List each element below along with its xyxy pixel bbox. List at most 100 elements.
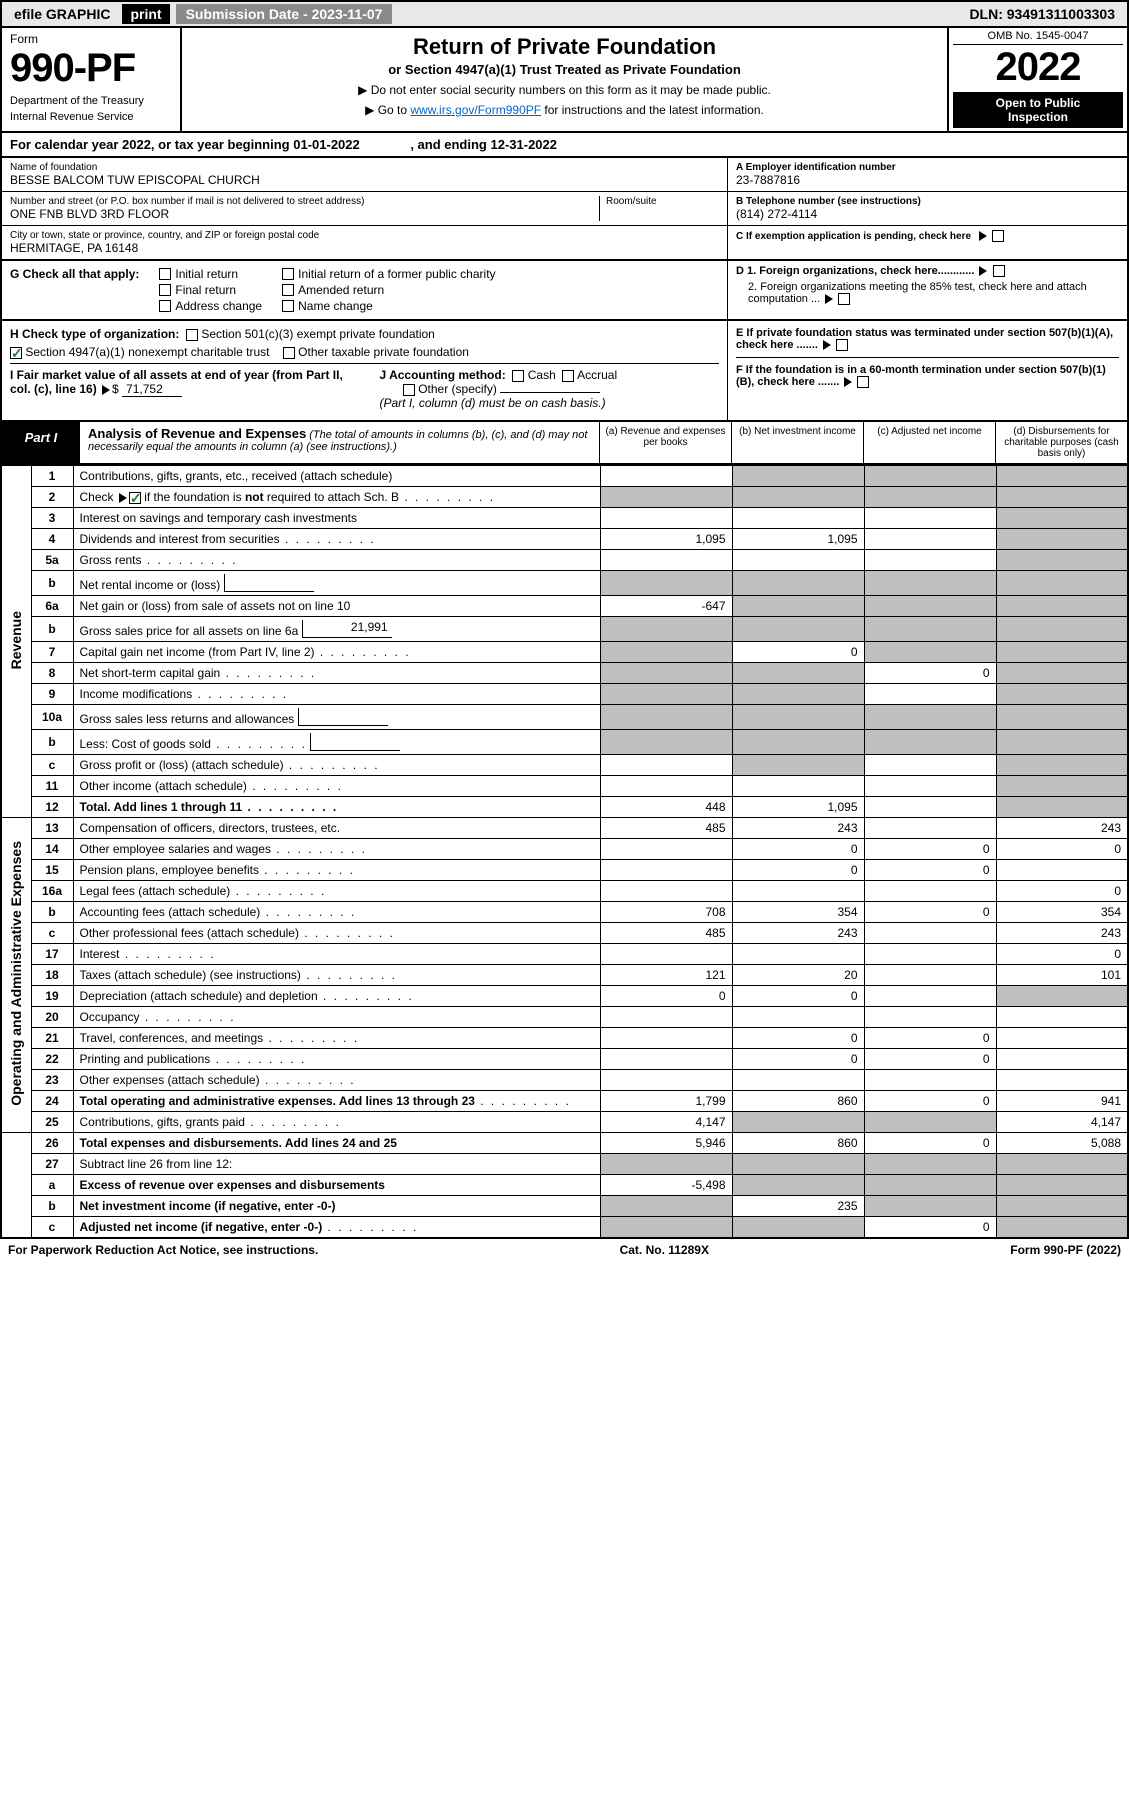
i-block: I Fair market value of all assets at end… xyxy=(10,368,350,397)
d2-label: 2. Foreign organizations meeting the 85%… xyxy=(748,281,1087,305)
c-pending-cell: C If exemption application is pending, c… xyxy=(728,226,1127,246)
arrow-icon xyxy=(119,493,127,503)
table-row: 19Depreciation (attach schedule) and dep… xyxy=(1,986,1128,1007)
part-i-header: Part I Analysis of Revenue and Expenses … xyxy=(0,422,1129,465)
table-row: cGross profit or (loss) (attach schedule… xyxy=(1,755,1128,776)
checkbox-j-other[interactable] xyxy=(403,384,415,396)
arrow-icon xyxy=(102,385,110,395)
table-row: bGross sales price for all assets on lin… xyxy=(1,617,1128,642)
checkbox-final-return[interactable] xyxy=(159,284,171,296)
cal-end: 12-31-2022 xyxy=(490,137,557,152)
table-row: bLess: Cost of goods sold xyxy=(1,730,1128,755)
checkbox-h1[interactable] xyxy=(186,329,198,341)
checkbox-h3[interactable] xyxy=(283,347,295,359)
table-row: cOther professional fees (attach schedul… xyxy=(1,923,1128,944)
table-row: Operating and Administrative Expenses 13… xyxy=(1,818,1128,839)
form-subtitle: or Section 4947(a)(1) Trust Treated as P… xyxy=(192,62,937,77)
form-note-ssn: ▶ Do not enter social security numbers o… xyxy=(192,83,937,97)
city-label: City or town, state or province, country… xyxy=(10,230,719,241)
arrow-icon xyxy=(823,340,831,350)
checkbox-f[interactable] xyxy=(857,376,869,388)
form-note-link: ▶ Go to www.irs.gov/Form990PF for instru… xyxy=(192,103,937,117)
address-cell: Number and street (or P.O. box number if… xyxy=(2,192,727,226)
table-row: bNet rental income or (loss) xyxy=(1,571,1128,596)
checkbox-name-change[interactable] xyxy=(282,300,294,312)
col-a-header: (a) Revenue and expenses per books xyxy=(599,422,731,463)
g-opt-3: Initial return of a former public charit… xyxy=(298,267,495,281)
open-to-public: Open to Public Inspection xyxy=(953,92,1123,128)
arrow-icon xyxy=(979,266,987,276)
name-label: Name of foundation xyxy=(10,162,719,173)
submission-label: Submission Date - xyxy=(186,6,312,22)
note-pre: ▶ Go to xyxy=(365,103,410,117)
table-row: 7Capital gain net income (from Part IV, … xyxy=(1,642,1128,663)
e-cell: E If private foundation status was termi… xyxy=(736,327,1119,358)
city-cell: City or town, state or province, country… xyxy=(2,226,727,259)
city-value: HERMITAGE, PA 16148 xyxy=(10,241,719,255)
addr-label: Number and street (or P.O. box number if… xyxy=(10,196,599,207)
form-id-block: Form 990-PF Department of the Treasury I… xyxy=(2,28,182,131)
form-number: 990-PF xyxy=(10,46,172,91)
table-row: 8Net short-term capital gain0 xyxy=(1,663,1128,684)
foundation-name-cell: Name of foundation BESSE BALCOM TUW EPIS… xyxy=(2,158,727,192)
e-label: E If private foundation status was termi… xyxy=(736,327,1113,351)
ein-cell: A Employer identification number 23-7887… xyxy=(728,158,1127,192)
form-header: Form 990-PF Department of the Treasury I… xyxy=(0,28,1129,133)
part-desc: Analysis of Revenue and Expenses (The to… xyxy=(80,422,599,463)
g-opt-1: Final return xyxy=(175,283,236,297)
hij-block: H Check type of organization: Section 50… xyxy=(0,321,1129,422)
checkbox-d2[interactable] xyxy=(838,293,850,305)
table-row: aExcess of revenue over expenses and dis… xyxy=(1,1175,1128,1196)
footer-right: Form 990-PF (2022) xyxy=(1010,1243,1121,1257)
note-post: for instructions and the latest informat… xyxy=(541,103,764,117)
meta-block-2: G Check all that apply: Initial return F… xyxy=(0,261,1129,321)
cal-pre: For calendar year 2022, or tax year begi… xyxy=(10,137,293,152)
col-b-header: (b) Net investment income xyxy=(731,422,863,463)
table-row: 23Other expenses (attach schedule) xyxy=(1,1070,1128,1091)
meta-block-1: Name of foundation BESSE BALCOM TUW EPIS… xyxy=(0,158,1129,261)
checkbox-j-accrual[interactable] xyxy=(562,370,574,382)
checkbox-e[interactable] xyxy=(836,339,848,351)
table-row: 26Total expenses and disbursements. Add … xyxy=(1,1133,1128,1154)
i-value: 71,752 xyxy=(122,382,182,397)
inner-cell xyxy=(224,574,314,592)
table-row: 9Income modifications xyxy=(1,684,1128,705)
table-row: Revenue 1Contributions, gifts, grants, e… xyxy=(1,466,1128,487)
checkbox-initial-return[interactable] xyxy=(159,268,171,280)
checkbox-schb[interactable] xyxy=(129,492,141,504)
revenue-side-label: Revenue xyxy=(1,466,31,818)
dept-irs: Internal Revenue Service xyxy=(10,111,172,123)
checkbox-c[interactable] xyxy=(992,230,1004,242)
g-label: G Check all that apply: xyxy=(10,267,139,281)
checkbox-amended[interactable] xyxy=(282,284,294,296)
col-d-header: (d) Disbursements for charitable purpose… xyxy=(995,422,1127,463)
part-title: Analysis of Revenue and Expenses xyxy=(88,426,306,441)
omb-number: OMB No. 1545-0047 xyxy=(953,30,1123,45)
checkbox-j-cash[interactable] xyxy=(512,370,524,382)
g-row: G Check all that apply: Initial return F… xyxy=(2,261,727,319)
h-opt3: Other taxable private foundation xyxy=(298,345,469,359)
h-row-2: Section 4947(a)(1) nonexempt charitable … xyxy=(10,345,719,359)
g-opt-0: Initial return xyxy=(175,267,238,281)
table-row: 25Contributions, gifts, grants paid4,147… xyxy=(1,1112,1128,1133)
checkbox-address-change[interactable] xyxy=(159,300,171,312)
addr-value: ONE FNB BLVD 3RD FLOOR xyxy=(10,207,599,221)
phone-cell: B Telephone number (see instructions) (8… xyxy=(728,192,1127,226)
submission-value: 2023-11-07 xyxy=(312,6,383,22)
page-footer: For Paperwork Reduction Act Notice, see … xyxy=(0,1239,1129,1261)
table-row: 12Total. Add lines 1 through 114481,095 xyxy=(1,797,1128,818)
col-c-header: (c) Adjusted net income xyxy=(863,422,995,463)
g-opt-5: Name change xyxy=(298,299,373,313)
f-label: F If the foundation is in a 60-month ter… xyxy=(736,364,1106,388)
table-row: bNet investment income (if negative, ent… xyxy=(1,1196,1128,1217)
print-button[interactable]: print xyxy=(122,4,169,24)
table-row: 14Other employee salaries and wages000 xyxy=(1,839,1128,860)
checkbox-h2-checked[interactable] xyxy=(10,347,22,359)
form-title-block: Return of Private Foundation or Section … xyxy=(182,28,947,131)
checkbox-initial-former[interactable] xyxy=(282,268,294,280)
inner-value: 21,991 xyxy=(302,620,392,638)
irs-link[interactable]: www.irs.gov/Form990PF xyxy=(410,103,541,117)
checkbox-d1[interactable] xyxy=(993,265,1005,277)
footer-left: For Paperwork Reduction Act Notice, see … xyxy=(8,1243,318,1257)
row-desc: Contributions, gifts, grants, etc., rece… xyxy=(73,466,600,487)
